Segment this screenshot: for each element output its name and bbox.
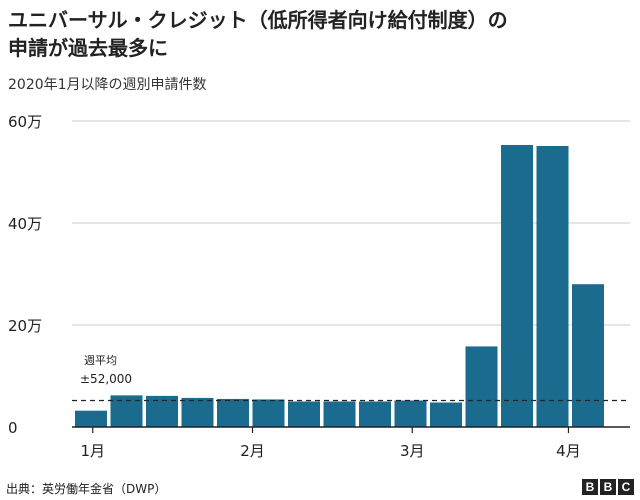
bar — [75, 410, 107, 427]
y-tick-label: 20万 — [8, 317, 42, 335]
bar — [394, 400, 427, 427]
x-tick-label: 2月 — [240, 442, 265, 460]
bar — [536, 145, 569, 428]
bar — [217, 398, 249, 427]
y-tick-label: 60万 — [8, 113, 42, 131]
bar — [288, 401, 320, 427]
bar — [572, 284, 604, 427]
chart-title-line-1: ユニバーサル・クレジット（低所得者向け給付制度）の — [8, 8, 508, 32]
bbc-logo-letter: C — [618, 479, 634, 495]
x-tick-label: 3月 — [400, 442, 425, 460]
bar — [252, 399, 285, 427]
source-note: 出典：英労働年金省（DWP） — [6, 482, 167, 496]
bar — [501, 144, 533, 427]
bar — [359, 401, 391, 427]
bar — [181, 397, 214, 427]
chart-title-line-2: 申請が過去最多に — [8, 36, 168, 60]
bbc-logo: B B C — [582, 479, 634, 495]
bbc-logo-letter: B — [600, 479, 616, 495]
bar — [323, 401, 356, 427]
bar — [465, 346, 498, 427]
chart-subtitle: 2020年1月以降の週別申請件数 — [8, 77, 207, 93]
bbc-logo-letter: B — [582, 479, 598, 495]
chart-title: ユニバーサル・クレジット（低所得者向け給付制度）の 申請が過去最多に — [8, 6, 628, 62]
x-tick-label: 1月 — [80, 442, 105, 460]
bar — [430, 402, 462, 427]
y-tick-label: 40万 — [8, 215, 42, 233]
average-label-value: ±52,000 — [80, 372, 132, 386]
x-tick-label: 4月 — [556, 442, 581, 460]
average-label-title: 週平均 — [84, 354, 117, 367]
y-tick-label: 0 — [8, 419, 18, 437]
